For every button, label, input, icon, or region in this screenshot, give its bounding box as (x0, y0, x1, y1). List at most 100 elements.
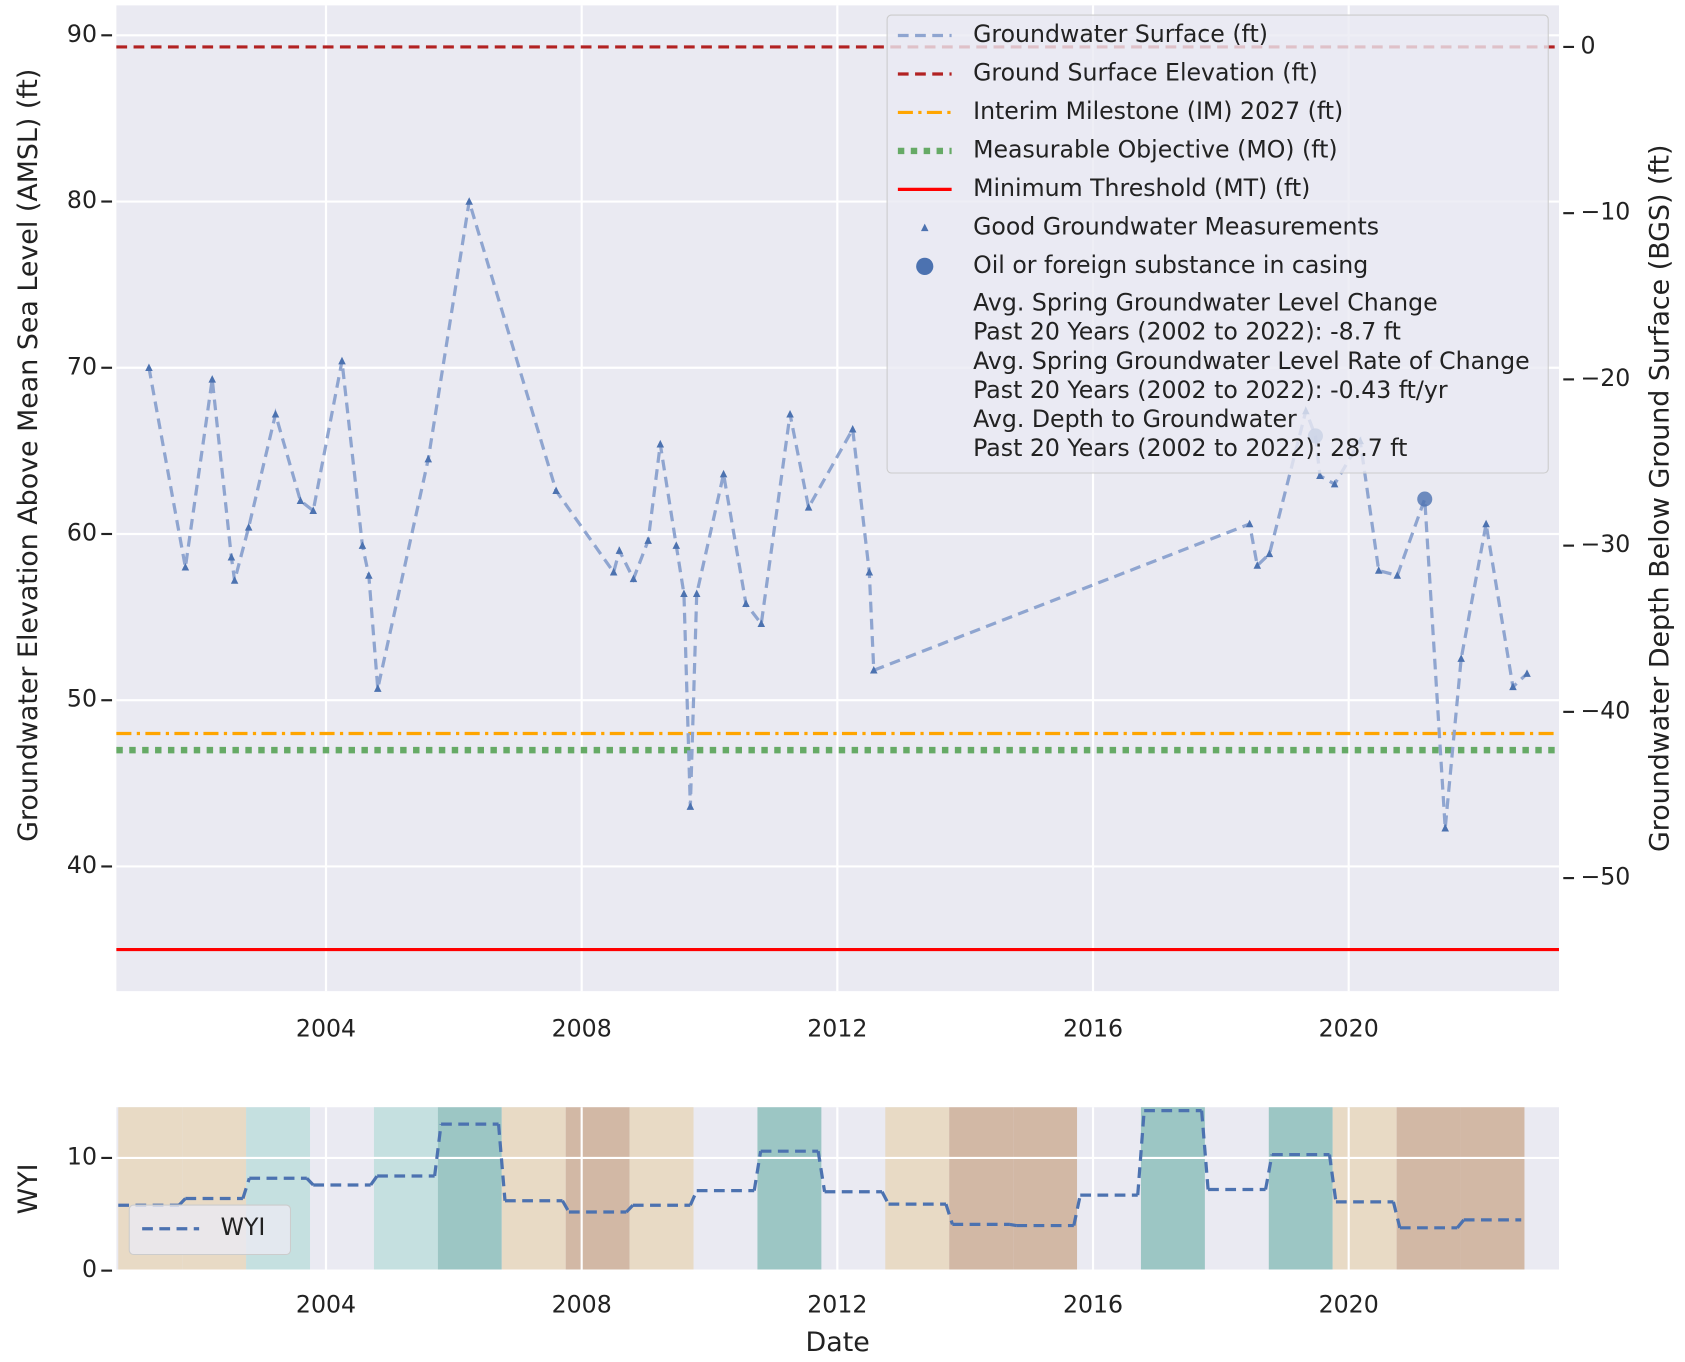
measurement-point (465, 197, 473, 205)
x-tick-label: 2008 (552, 1014, 612, 1042)
legend-annotation: Past 20 Years (2002 to 2022): -0.43 ft/y… (973, 376, 1448, 404)
x-tick-label: 2012 (807, 1291, 867, 1319)
measurement-point (1457, 654, 1465, 662)
measurement-point (230, 576, 239, 584)
step-riser (1263, 1154, 1274, 1190)
x-tick-label: 2020 (1319, 1291, 1379, 1319)
wyi-band (949, 1107, 1014, 1271)
step-riser (369, 1175, 379, 1186)
legend-label: Measurable Objective (MO) (ft) (973, 135, 1338, 163)
measurement-point (1441, 823, 1449, 832)
step-riser (1456, 1218, 1466, 1229)
step-riser (496, 1123, 507, 1201)
wyi-band (565, 1107, 630, 1271)
wyi-band (501, 1107, 566, 1271)
measurement-point (742, 599, 750, 608)
x-tick-label: 2020 (1319, 1014, 1379, 1042)
measurement-point (374, 684, 382, 692)
step-riser (816, 1150, 827, 1192)
wyi-band (629, 1107, 694, 1271)
legend-annotation: Avg. Spring Groundwater Level Rate of Ch… (973, 347, 1530, 375)
y2-tick-label: −40 (1580, 696, 1630, 724)
legend-marker (916, 257, 934, 275)
y2-tick-label: 0 (1580, 31, 1595, 59)
y-tick-label: 90 (67, 20, 97, 48)
step-riser (177, 1197, 187, 1207)
x-tick-label: 2008 (552, 1291, 612, 1319)
x-tick-label: 2004 (296, 1291, 356, 1319)
measurement-point (227, 552, 236, 561)
step-riser (752, 1150, 763, 1191)
y-tick-label: 10 (67, 1142, 97, 1170)
x-tick-label: 2016 (1063, 1014, 1123, 1042)
measurement-point (870, 666, 878, 674)
x-tick-label: 2012 (807, 1014, 867, 1042)
step-riser (688, 1189, 699, 1206)
step-riser (1391, 1201, 1402, 1229)
measurement-point (609, 567, 618, 576)
y-tick-label: 0 (82, 1255, 97, 1283)
x-tick-label: 2016 (1063, 1291, 1123, 1319)
legend-label: Groundwater Surface (ft) (973, 20, 1268, 48)
measurement-point (181, 562, 190, 571)
legend-label: Interim Milestone (IM) 2027 (ft) (973, 97, 1343, 125)
measurement-point (680, 589, 688, 598)
legend-box (886, 14, 1549, 474)
x-axis-label: Date (806, 1327, 870, 1358)
step-riser (1072, 1194, 1082, 1226)
measurement-point (865, 567, 874, 576)
wyi-band (1140, 1107, 1205, 1271)
measurement-point (271, 410, 280, 418)
measurement-point (1330, 479, 1339, 488)
wyi-band (1013, 1107, 1078, 1271)
legend-box (128, 1204, 292, 1256)
y-tick-label: 60 (67, 518, 97, 546)
step-riser (305, 1177, 315, 1187)
wyi-band (885, 1107, 950, 1271)
wyi-band (757, 1107, 822, 1271)
measurement-point (644, 536, 652, 544)
legend-label: Oil or foreign substance in casing (973, 251, 1368, 279)
measurement-point (719, 469, 728, 478)
legend-annotation: Avg. Spring Groundwater Level Change (973, 289, 1438, 317)
measurement-point (656, 439, 665, 448)
wyi-band (437, 1107, 502, 1271)
measurement-point (1482, 519, 1490, 528)
y-axis-label: WYI (13, 1163, 44, 1214)
measurement-point (309, 506, 317, 514)
y2-axis-label: Groundwater Depth Below Ground Surface (… (1645, 144, 1676, 852)
legend-marker (920, 223, 929, 232)
measurement-point (338, 356, 346, 365)
step-riser (433, 1123, 443, 1177)
measurement-point (1245, 519, 1254, 528)
y-tick-label: 70 (67, 352, 97, 380)
measurement-point (296, 496, 305, 504)
measurement-point (629, 574, 638, 583)
measurement-point (757, 619, 766, 627)
wyi-band (373, 1107, 438, 1271)
step-riser (561, 1199, 571, 1213)
measurement-point (1523, 669, 1531, 677)
legend-annotation: Past 20 Years (2002 to 2022): -8.7 ft (973, 318, 1401, 346)
step-riser (1136, 1110, 1146, 1196)
measurement-point (672, 541, 681, 549)
measurement-point (786, 410, 794, 418)
y-axis-label: Groundwater Elevation Above Mean Sea Lev… (13, 69, 44, 842)
step-riser (880, 1191, 890, 1205)
y2-tick-label: −50 (1580, 863, 1630, 891)
measurement-point (358, 541, 367, 549)
legend-label: Ground Surface Elevation (ft) (973, 58, 1318, 86)
step-riser (241, 1177, 251, 1199)
measurement-point (1374, 566, 1383, 574)
measurement-point (552, 486, 560, 494)
y-tick-label: 80 (67, 186, 97, 214)
x-tick-label: 2004 (296, 1014, 356, 1042)
measurement-point (1265, 549, 1274, 558)
step-riser (1009, 1222, 1017, 1228)
measurement-point (145, 363, 153, 371)
wyi-band (1332, 1107, 1397, 1271)
wyi-band (1460, 1107, 1525, 1271)
legend-label: WYI (221, 1213, 266, 1241)
measurement-point (804, 503, 813, 511)
